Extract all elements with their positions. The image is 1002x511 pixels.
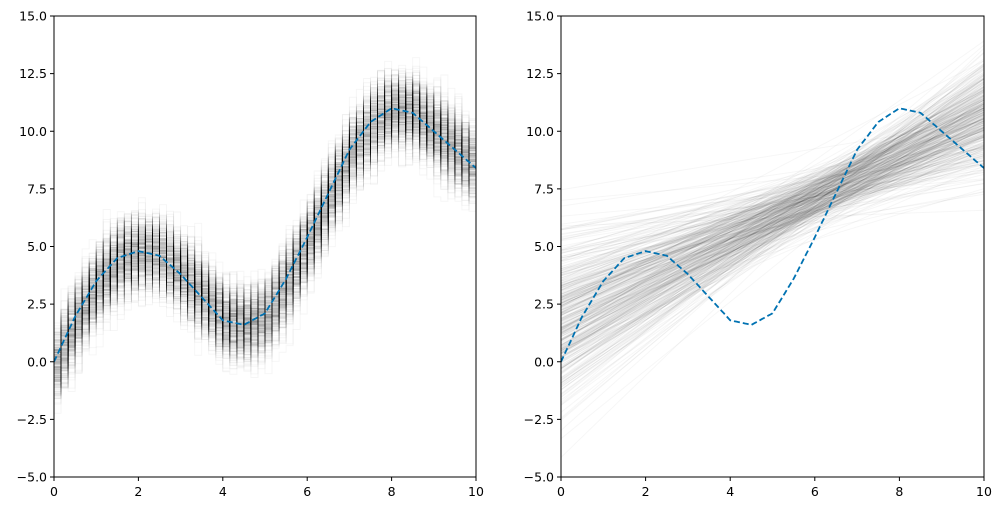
- right-sample-line: [561, 68, 984, 374]
- right-x-tick-label: 2: [642, 484, 650, 499]
- right-panel: 0 2 4 6 8 10 −5.0 −2.5 0.0 2.5 5.0 7.5 10.0 12.5 15.0: [524, 9, 992, 500]
- left-x-tick-label: 2: [134, 484, 142, 499]
- left-y-ticks: −5.0 −2.5 0.0 2.5 5.0 7.5 10.0 12.5 15.0: [17, 9, 54, 485]
- right-y-tick-label: 5.0: [534, 239, 554, 254]
- right-y-tick-label: −2.5: [524, 412, 554, 427]
- left-y-tick-label: 10.0: [19, 124, 47, 139]
- left-y-tick-label: 5.0: [27, 239, 47, 254]
- left-y-tick-label: −2.5: [17, 412, 47, 427]
- right-sample-line: [561, 87, 984, 337]
- right-x-tick-label: 4: [726, 484, 734, 499]
- left-x-tick-label: 0: [50, 484, 58, 499]
- right-x-tick-label: 0: [557, 484, 565, 499]
- left-y-tick-label: 12.5: [19, 66, 47, 81]
- left-x-tick-label: 4: [219, 484, 227, 499]
- right-y-tick-label: 10.0: [526, 124, 554, 139]
- right-sample-line: [561, 110, 984, 288]
- left-y-tick-label: −5.0: [17, 470, 47, 485]
- right-sample-line: [561, 149, 984, 309]
- left-x-tick-label: 8: [388, 484, 396, 499]
- right-x-tick-label: 8: [895, 484, 903, 499]
- right-y-ticks: −5.0 −2.5 0.0 2.5 5.0 7.5 10.0 12.5 15.0: [524, 9, 561, 485]
- left-y-tick-label: 0.0: [27, 354, 47, 369]
- left-x-tick-label: 6: [303, 484, 311, 499]
- right-y-tick-label: 12.5: [526, 66, 554, 81]
- right-y-tick-label: 2.5: [534, 297, 554, 312]
- right-y-tick-label: 15.0: [526, 9, 554, 24]
- right-true-function-line: [561, 107, 984, 363]
- right-sample-line: [561, 70, 984, 307]
- right-samples: [561, 41, 984, 457]
- right-x-tick-label: 6: [811, 484, 819, 499]
- left-samples: [54, 58, 476, 414]
- right-x-ticks: 0 2 4 6 8 10: [557, 477, 992, 499]
- left-true-function-line: [54, 107, 476, 363]
- left-x-tick-label: 10: [468, 484, 484, 499]
- left-x-ticks: 0 2 4 6 8 10: [50, 477, 484, 499]
- right-y-tick-label: 0.0: [534, 354, 554, 369]
- right-y-tick-label: 7.5: [534, 181, 554, 196]
- left-y-tick-label: 7.5: [27, 181, 47, 196]
- right-y-tick-label: −5.0: [524, 470, 554, 485]
- right-sample-line: [561, 108, 984, 329]
- right-sample-line: [561, 110, 984, 290]
- right-x-tick-label: 10: [976, 484, 992, 499]
- left-y-tick-label: 2.5: [27, 297, 47, 312]
- right-sample-line: [561, 127, 984, 314]
- right-sample-line: [561, 131, 984, 332]
- left-y-tick-label: 15.0: [19, 9, 47, 24]
- left-panel: 0 2 4 6 8 10 −5.0 −2.5 0.0 2.5 5.0 7.5 10.0 12.5 15.0: [17, 9, 484, 500]
